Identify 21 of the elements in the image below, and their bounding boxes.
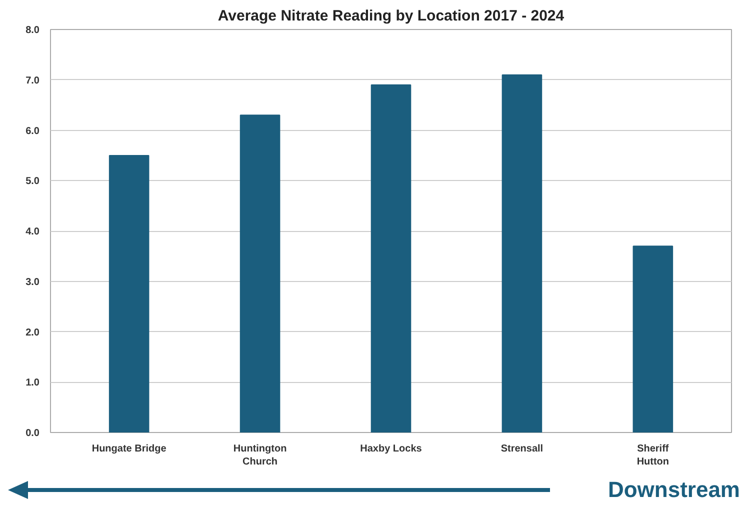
y-tick-label: 1.0 — [26, 378, 40, 389]
bar — [632, 246, 674, 432]
y-tick-label: 3.0 — [26, 276, 40, 288]
bar — [240, 114, 280, 432]
bar — [108, 154, 150, 432]
x-tick-label: Huntington Church — [233, 444, 287, 468]
y-tick-label: 2.0 — [26, 327, 40, 338]
chart-title: Average Nitrate Reading by Location 2017 - 2024 — [218, 8, 565, 24]
y-tick-label: 0.0 — [26, 428, 40, 439]
bar — [502, 74, 542, 432]
y-tick-label: 5.0 — [26, 176, 40, 188]
x-tick-label: Sheriff Hutton — [636, 444, 670, 468]
y-tick-label: 6.0 — [26, 126, 40, 137]
x-tick-label: Strensall — [500, 444, 544, 454]
text: Downstream — [608, 476, 740, 504]
x-tick-label: Haxby Locks — [360, 444, 422, 454]
bar — [370, 84, 412, 432]
y-tick-label: 8.0 — [26, 25, 40, 36]
x-tick-label: Hungate Bridge — [92, 444, 167, 454]
y-tick-label: 7.0 — [26, 75, 40, 86]
y-tick-label: 4.0 — [26, 226, 40, 238]
